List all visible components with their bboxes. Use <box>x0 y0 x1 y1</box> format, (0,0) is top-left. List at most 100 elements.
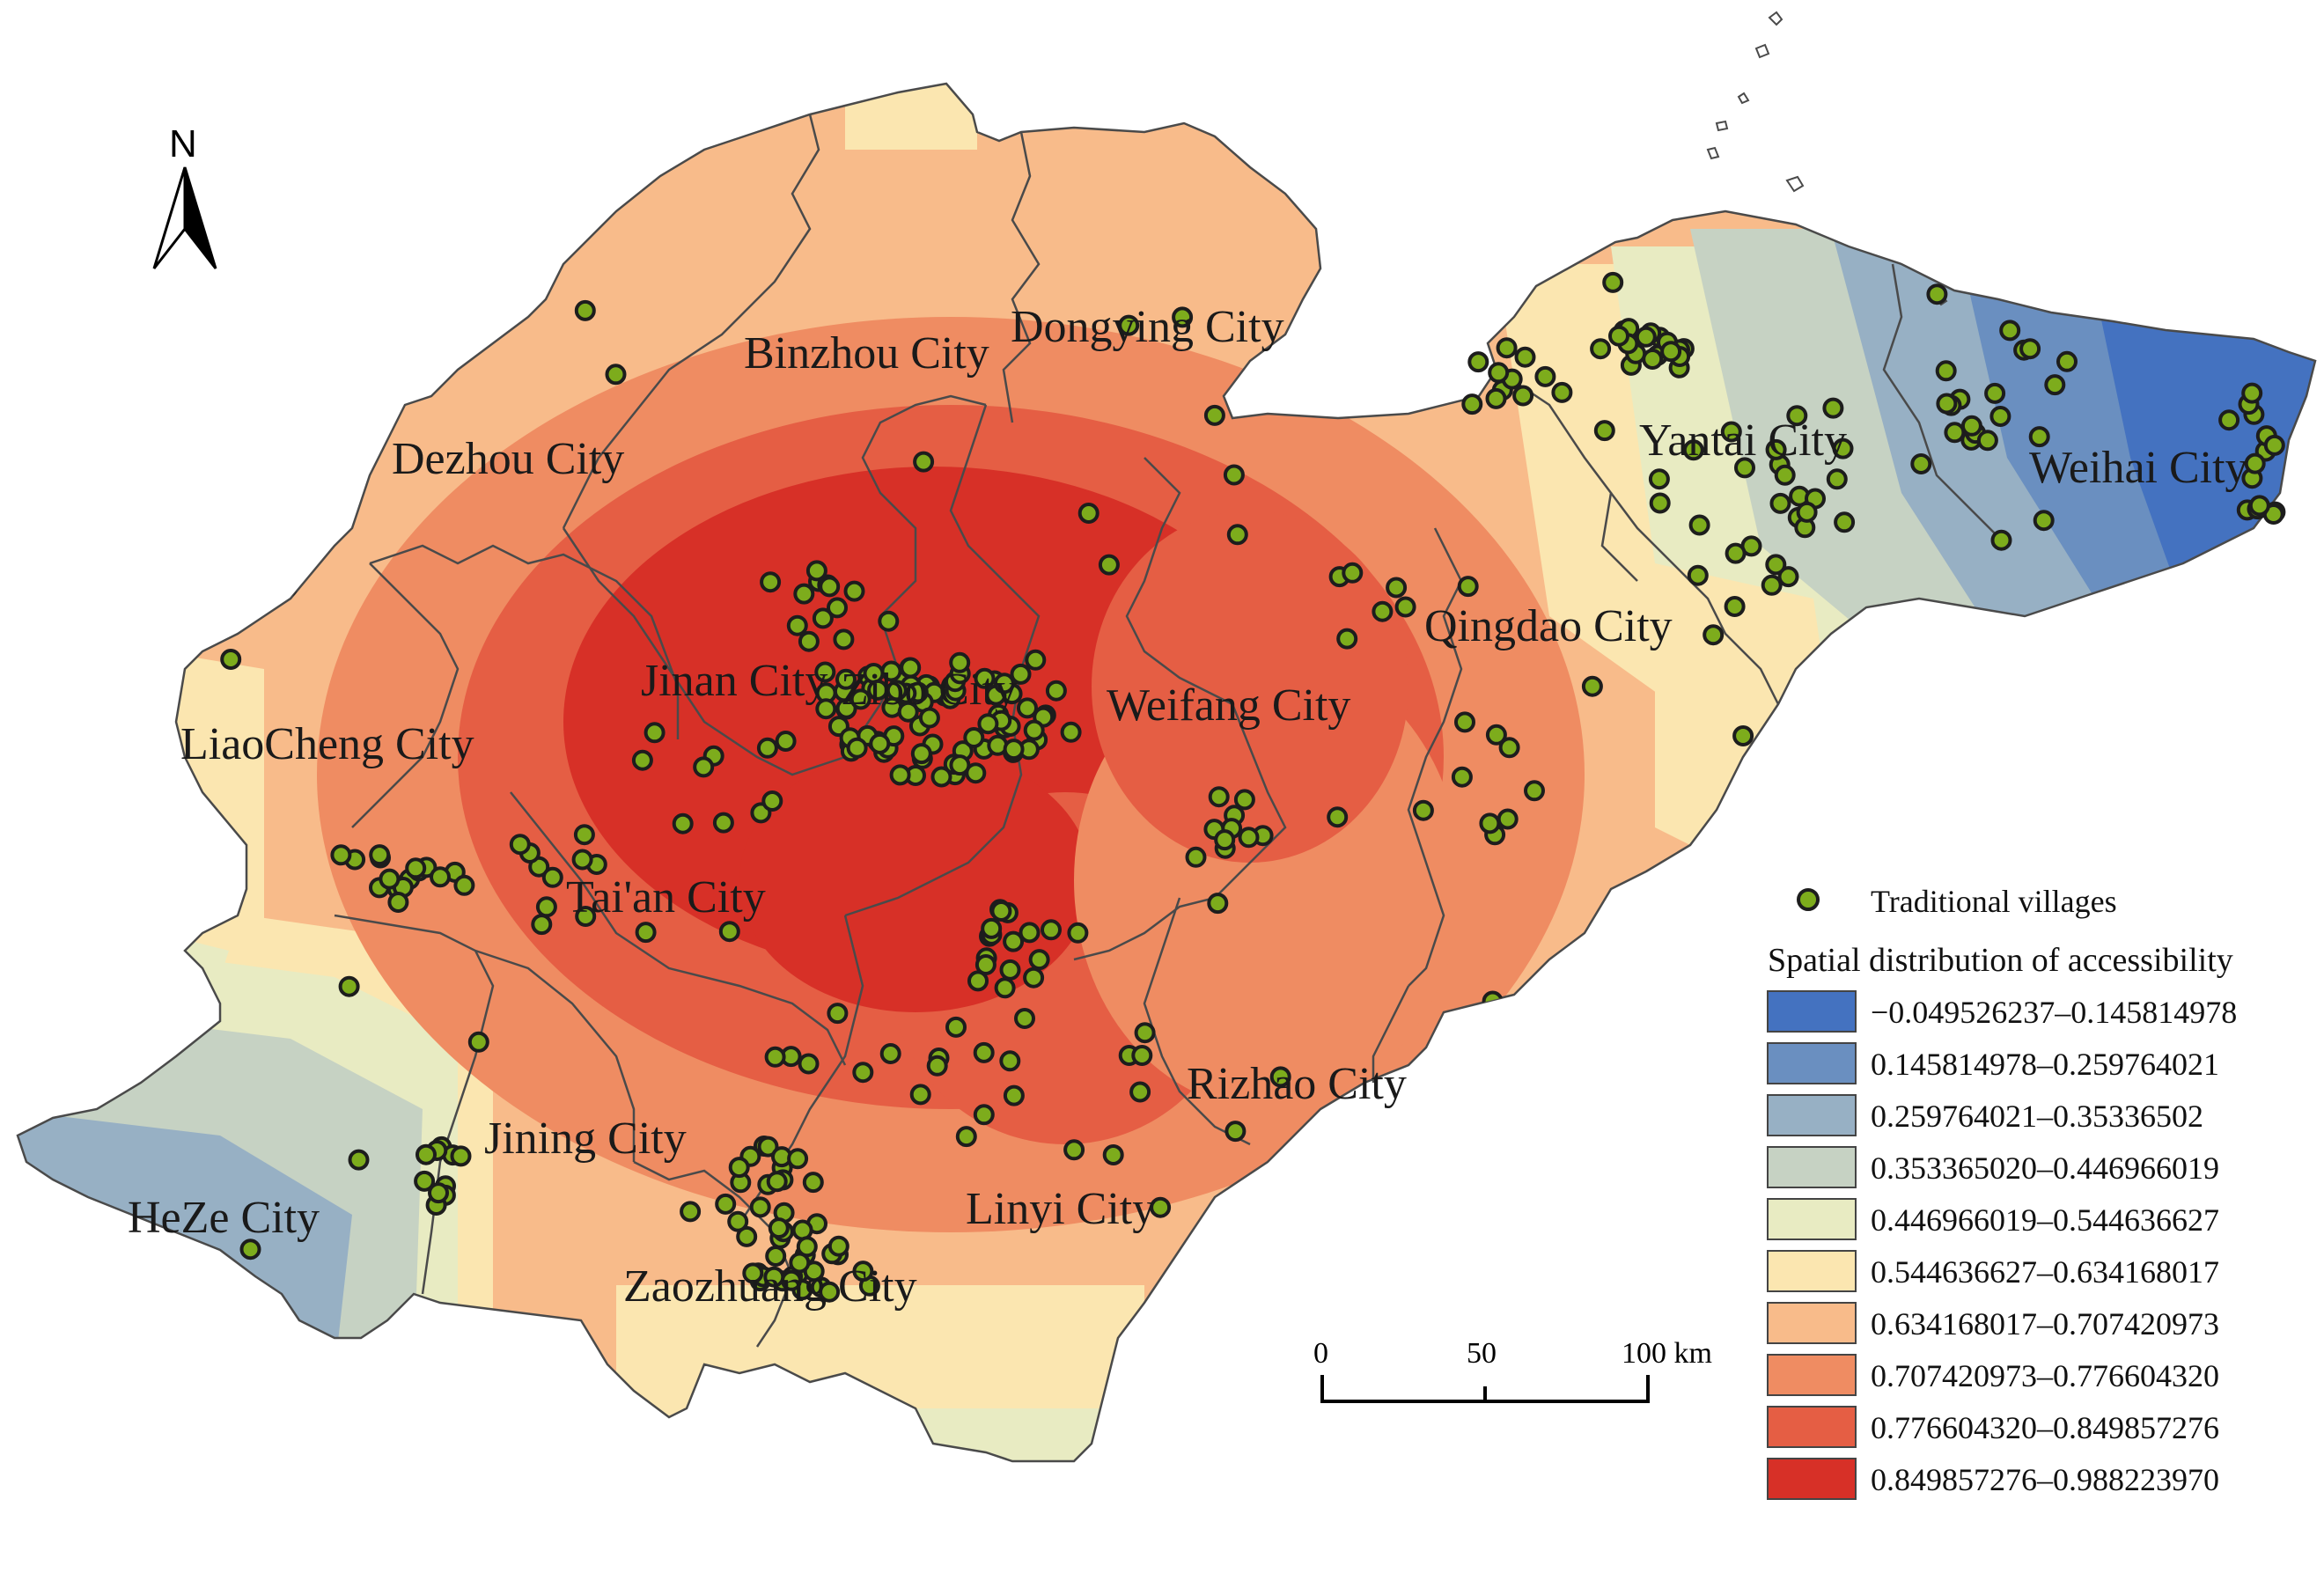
village-point <box>1060 721 1082 743</box>
boundary-dezhou-binzhou <box>562 114 820 529</box>
city-label-zibo: Zibo City <box>841 665 1018 715</box>
village-point <box>1734 457 1755 479</box>
village-point <box>680 1201 702 1223</box>
legend-class-label: 0.353365020–0.446966019 <box>1871 1150 2219 1186</box>
village-point <box>910 743 932 765</box>
island <box>1715 120 1729 132</box>
village-point <box>945 1016 967 1038</box>
village-point <box>775 731 797 752</box>
accessibility-zone <box>1655 563 1831 863</box>
accessibility-lobe <box>739 748 1092 1012</box>
village-point <box>798 630 820 652</box>
village-point <box>1223 464 1245 486</box>
village-point <box>1990 529 2012 551</box>
village-point <box>1172 306 1194 328</box>
legend-swatch <box>1767 1250 1857 1292</box>
village-point <box>509 834 531 856</box>
village-point <box>793 583 815 605</box>
village-point <box>1118 314 1140 336</box>
village-point <box>981 917 1003 939</box>
village-point <box>1098 554 1120 576</box>
village-point <box>918 707 940 729</box>
village-point <box>967 970 989 992</box>
village-point <box>1581 675 1603 697</box>
village-point <box>2241 382 2263 404</box>
legend-swatch <box>1767 990 1857 1033</box>
village-point <box>330 844 352 866</box>
village-point <box>827 1003 849 1025</box>
village-point <box>766 1171 788 1193</box>
scale-bar: 0 50 100 km <box>1313 1337 1712 1403</box>
city-label-qingdao: Qingdao City <box>1424 601 1673 651</box>
village-point <box>974 667 996 689</box>
village-point <box>765 1246 787 1267</box>
legend-class-label: 0.145814978–0.259764021 <box>1871 1047 2219 1082</box>
village-point <box>1488 362 1510 384</box>
village-point <box>1774 464 1796 486</box>
village-point <box>2218 409 2240 431</box>
village-point <box>1003 1084 1025 1106</box>
island <box>1706 146 1720 160</box>
village-point <box>541 866 563 888</box>
village-point <box>1207 893 1229 915</box>
village-point <box>379 868 401 890</box>
village-point <box>878 610 900 632</box>
village-point <box>1017 697 1038 719</box>
village-point <box>812 607 834 629</box>
village-point <box>1732 725 1754 746</box>
village-point <box>239 1239 261 1261</box>
village-point <box>190 1279 212 1301</box>
village-point <box>1635 326 1657 348</box>
village-point <box>1777 566 1799 588</box>
village-point <box>1649 492 1671 514</box>
village-point <box>1769 492 1791 514</box>
village-point <box>913 451 935 473</box>
village-point <box>644 722 666 744</box>
village-point <box>1936 393 1958 415</box>
village-point <box>1457 576 1479 598</box>
legend-classes: −0.049526237–0.145814978 0.145814978–0.25… <box>1767 990 2237 1500</box>
village-point <box>1010 663 1032 685</box>
legend-village-symbol <box>1797 888 1820 911</box>
village-point <box>369 844 391 866</box>
village-point <box>786 614 808 636</box>
village-point <box>535 896 557 918</box>
village-point <box>749 1196 771 1218</box>
north-arrow: N <box>152 122 217 269</box>
legend-swatch <box>1767 1458 1857 1500</box>
boundary-yantai-weihai <box>1882 263 2008 547</box>
village-point <box>1725 542 1747 564</box>
village-point <box>1025 649 1047 671</box>
boundary-binzhou-dongying <box>1002 131 1041 423</box>
village-point <box>1342 562 1364 584</box>
village-point <box>1999 320 2021 342</box>
village-point <box>430 866 451 888</box>
village-point <box>761 790 783 812</box>
village-point <box>757 1136 779 1158</box>
legend-class-label: 0.446966019–0.544636627 <box>1871 1202 2219 1238</box>
village-point <box>1642 349 1664 370</box>
legend: Traditional villages Spatial distributio… <box>1767 884 2237 1500</box>
village-point <box>1454 711 1475 733</box>
village-point <box>1765 554 1787 576</box>
village-point <box>450 1145 472 1167</box>
legend-class-label: 0.259764021–0.35336502 <box>1871 1099 2203 1134</box>
village-point <box>1003 739 1025 761</box>
city-label-zaozhuang: Zaozhuang City <box>623 1261 917 1312</box>
north-label: N <box>169 122 197 165</box>
village-point <box>718 921 740 943</box>
village-point <box>973 1041 995 1063</box>
village-point <box>1608 325 1629 347</box>
village-point <box>999 959 1021 981</box>
village-point <box>1372 600 1394 622</box>
village-point <box>1761 574 1783 596</box>
city-labels: Binzhou City Dongying City Dezhou City Y… <box>128 302 2248 1312</box>
city-label-binzhou: Binzhou City <box>744 328 989 379</box>
city-label-jinan: Jinan City <box>641 656 827 706</box>
village-point <box>926 1055 948 1077</box>
village-point <box>1960 415 1982 437</box>
village-point <box>1482 990 1504 1012</box>
scale-tick-100: 100 km <box>1622 1337 1712 1370</box>
